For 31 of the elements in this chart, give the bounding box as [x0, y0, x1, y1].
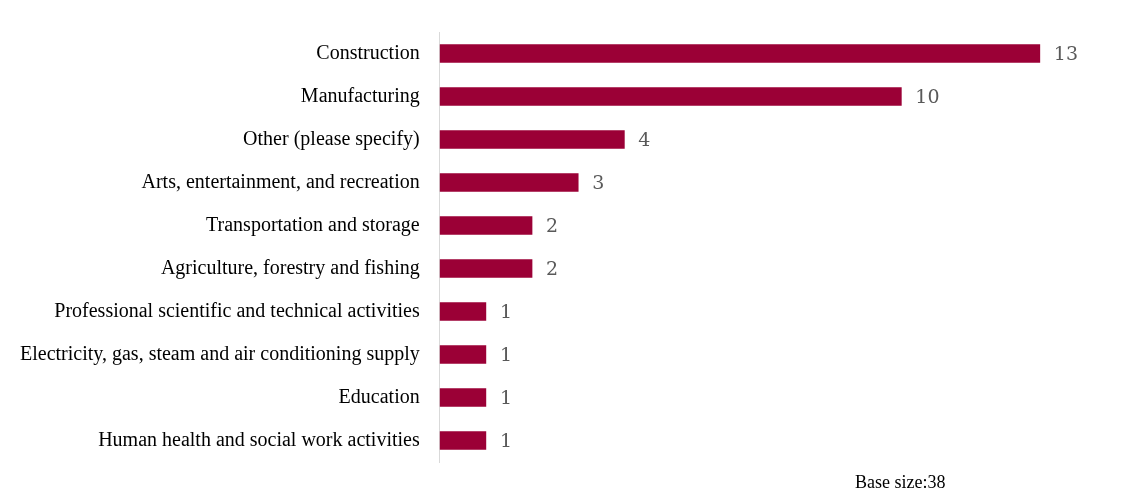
y-tick-label: Manufacturing — [300, 83, 420, 107]
data-label: 1 — [499, 386, 512, 409]
y-tick-label: Arts, entertainment, and recreation — [141, 169, 420, 192]
bar — [439, 87, 902, 106]
y-tick-label: Other (please specify) — [243, 126, 420, 150]
text: Base size:38 — [855, 471, 946, 492]
y-tick-label: Construction — [316, 40, 420, 63]
data-label: 1 — [499, 343, 512, 366]
data-label: 2 — [546, 214, 559, 237]
data-label: 10 — [915, 85, 940, 108]
y-tick-label: Human health and social work activities — [98, 427, 420, 450]
y-tick-label: Agriculture, forestry and fishing — [160, 255, 420, 279]
bar — [439, 216, 533, 235]
y-tick-label: Professional scientific and technical activities — [54, 298, 420, 321]
bar — [439, 345, 487, 364]
data-label: 2 — [546, 257, 559, 280]
bar — [439, 44, 1041, 63]
data-label: 1 — [499, 429, 512, 452]
data-label: 3 — [592, 171, 605, 194]
y-tick-label: Education — [338, 384, 420, 407]
data-label: 4 — [638, 128, 651, 151]
bar — [439, 388, 487, 407]
bar — [439, 302, 487, 321]
bar — [439, 259, 533, 278]
bar — [439, 173, 579, 192]
y-tick-label: Transportation and storage — [206, 212, 420, 236]
y-tick-label: Electricity, gas, steam and air conditioning supply — [20, 341, 420, 365]
bar — [439, 431, 487, 450]
data-label: 1 — [499, 300, 512, 323]
bar — [439, 130, 625, 149]
data-label: 13 — [1053, 42, 1079, 65]
